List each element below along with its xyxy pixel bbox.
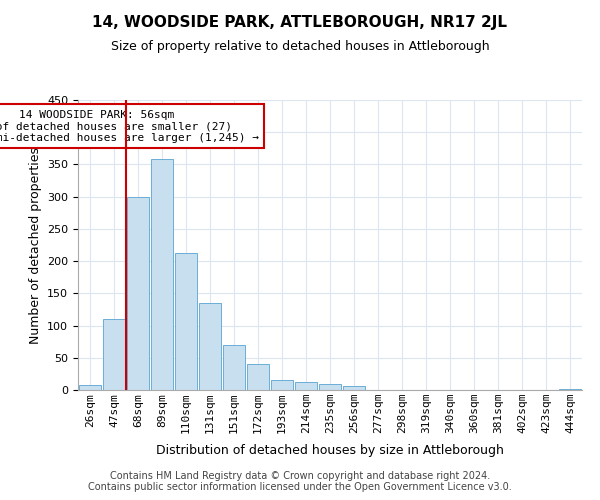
Bar: [247, 364, 269, 390]
Bar: [343, 386, 365, 390]
Text: 14 WOODSIDE PARK: 56sqm
← 2% of detached houses are smaller (27)
98% of semi-det: 14 WOODSIDE PARK: 56sqm ← 2% of detached…: [0, 110, 259, 143]
Text: 14, WOODSIDE PARK, ATTLEBOROUGH, NR17 2JL: 14, WOODSIDE PARK, ATTLEBOROUGH, NR17 2J…: [92, 15, 508, 30]
X-axis label: Distribution of detached houses by size in Attleborough: Distribution of detached houses by size …: [156, 444, 504, 458]
Y-axis label: Number of detached properties: Number of detached properties: [29, 146, 41, 344]
Bar: [79, 385, 101, 390]
Bar: [199, 303, 221, 390]
Bar: [271, 380, 293, 390]
Bar: [103, 319, 125, 390]
Bar: [319, 384, 341, 390]
Bar: [223, 345, 245, 390]
Bar: [295, 382, 317, 390]
Text: Contains HM Land Registry data © Crown copyright and database right 2024.
Contai: Contains HM Land Registry data © Crown c…: [88, 471, 512, 492]
Bar: [559, 388, 581, 390]
Text: Size of property relative to detached houses in Attleborough: Size of property relative to detached ho…: [110, 40, 490, 53]
Bar: [151, 160, 173, 390]
Bar: [127, 196, 149, 390]
Bar: [175, 252, 197, 390]
